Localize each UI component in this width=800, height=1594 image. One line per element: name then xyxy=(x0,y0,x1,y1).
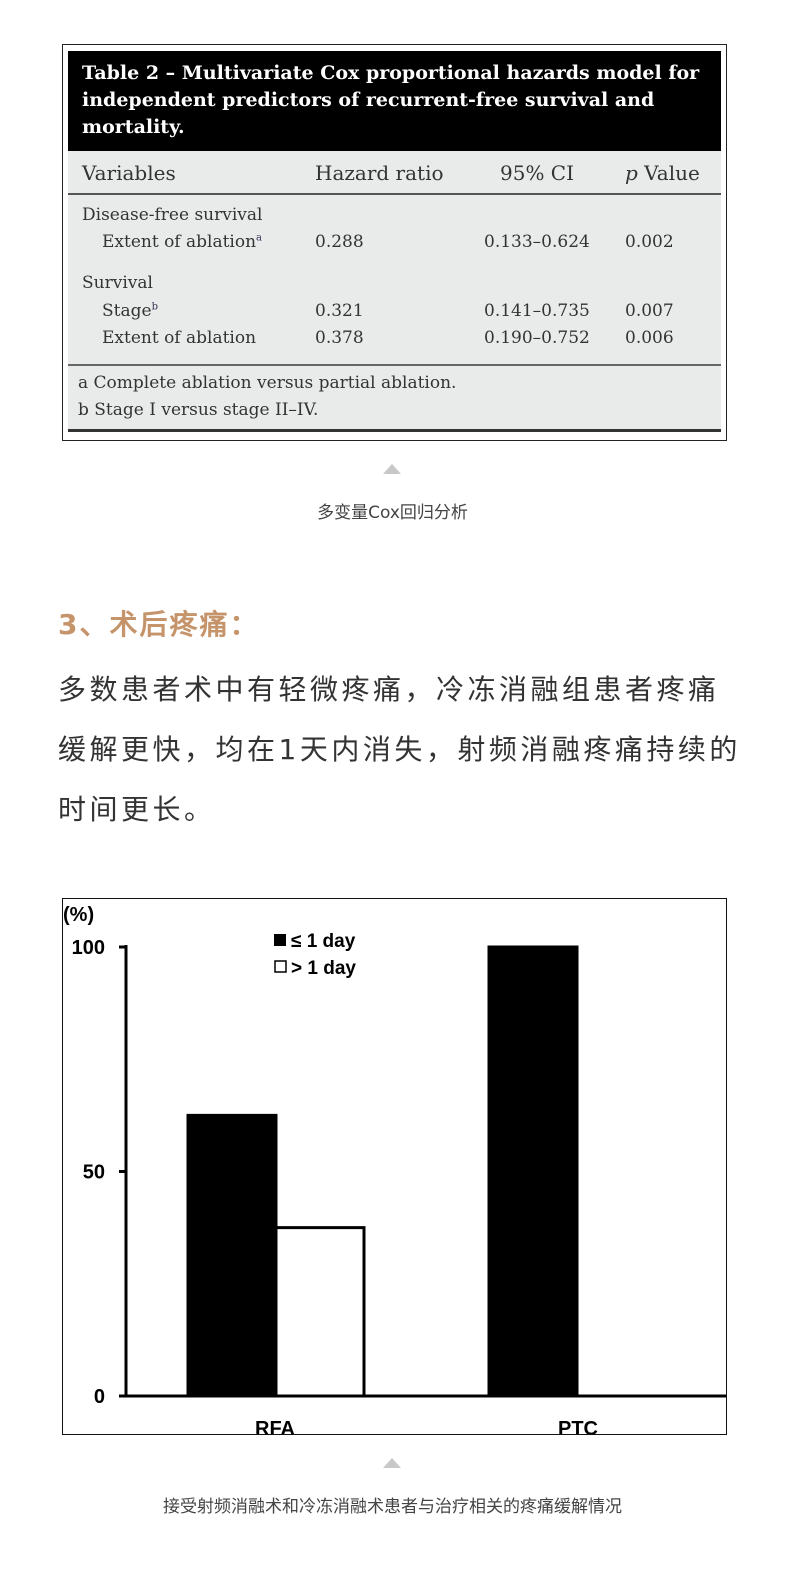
bar-rfa-series-1 xyxy=(274,1226,366,1398)
footnote: a Complete ablation versus partial ablat… xyxy=(78,373,457,393)
footnote: b Stage I versus stage II–IV. xyxy=(78,400,319,420)
col-p-value: p Value xyxy=(625,161,700,185)
group-label: Survival xyxy=(82,273,153,293)
cox-table-image: Table 2 – Multivariate Cox proportional … xyxy=(62,44,727,441)
table-title: Table 2 – Multivariate Cox proportional … xyxy=(68,51,721,151)
section-heading: 3、术后疼痛： xyxy=(58,608,260,641)
pain-relief-chart: (%) 0 50 100 ≤ 1 day > 1 day RFA PTC xyxy=(62,898,727,1435)
col-variables: Variables xyxy=(82,161,176,185)
table-row: Stageb 0.321 0.141–0.735 0.007 xyxy=(102,301,674,321)
caption-triangle-icon xyxy=(383,1458,401,1468)
legend-label: ≤ 1 day xyxy=(291,931,356,952)
y-tick-label: 100 xyxy=(72,937,105,959)
bar-ptc-series-0 xyxy=(487,945,579,1398)
x-tick-label: RFA xyxy=(255,1418,295,1434)
group-label: Disease-free survival xyxy=(82,205,263,225)
section-paragraph: 多数患者术中有轻微疼痛，冷冻消融组患者疼痛缓解更快，均在1天内消失，射频消融疼痛… xyxy=(58,673,741,826)
legend-swatch-le1day xyxy=(274,934,286,946)
image-caption: 多变量Cox回归分析 xyxy=(317,503,468,523)
table-footnotes: a Complete ablation versus partial ablat… xyxy=(68,364,721,428)
table-row: Extent of ablation 0.378 0.190–0.752 0.0… xyxy=(102,328,674,348)
table-header: Variables Hazard ratio 95% CI p Value xyxy=(68,151,721,195)
caption-triangle-icon xyxy=(383,464,401,474)
image-caption: 接受射频消融术和冷冻消融术患者与治疗相关的疼痛缓解情况 xyxy=(163,1497,622,1517)
col-ci: 95% CI xyxy=(500,161,575,185)
table-row: Extent of ablationa 0.288 0.133–0.624 0.… xyxy=(102,232,674,252)
x-tick-label: PTC xyxy=(558,1418,598,1434)
chart-svg: (%) 0 50 100 ≤ 1 day > 1 day RFA PTC xyxy=(63,904,726,1434)
y-axis-label: (%) xyxy=(63,904,94,926)
table-bottom-rule xyxy=(68,429,721,432)
col-hazard-ratio: Hazard ratio xyxy=(315,161,444,185)
legend-label: > 1 day xyxy=(291,958,356,979)
legend-swatch-gt1day xyxy=(274,960,287,973)
bar-rfa-series-0 xyxy=(186,1113,278,1398)
y-tick-label: 50 xyxy=(83,1162,105,1184)
y-tick-label: 0 xyxy=(94,1386,105,1408)
